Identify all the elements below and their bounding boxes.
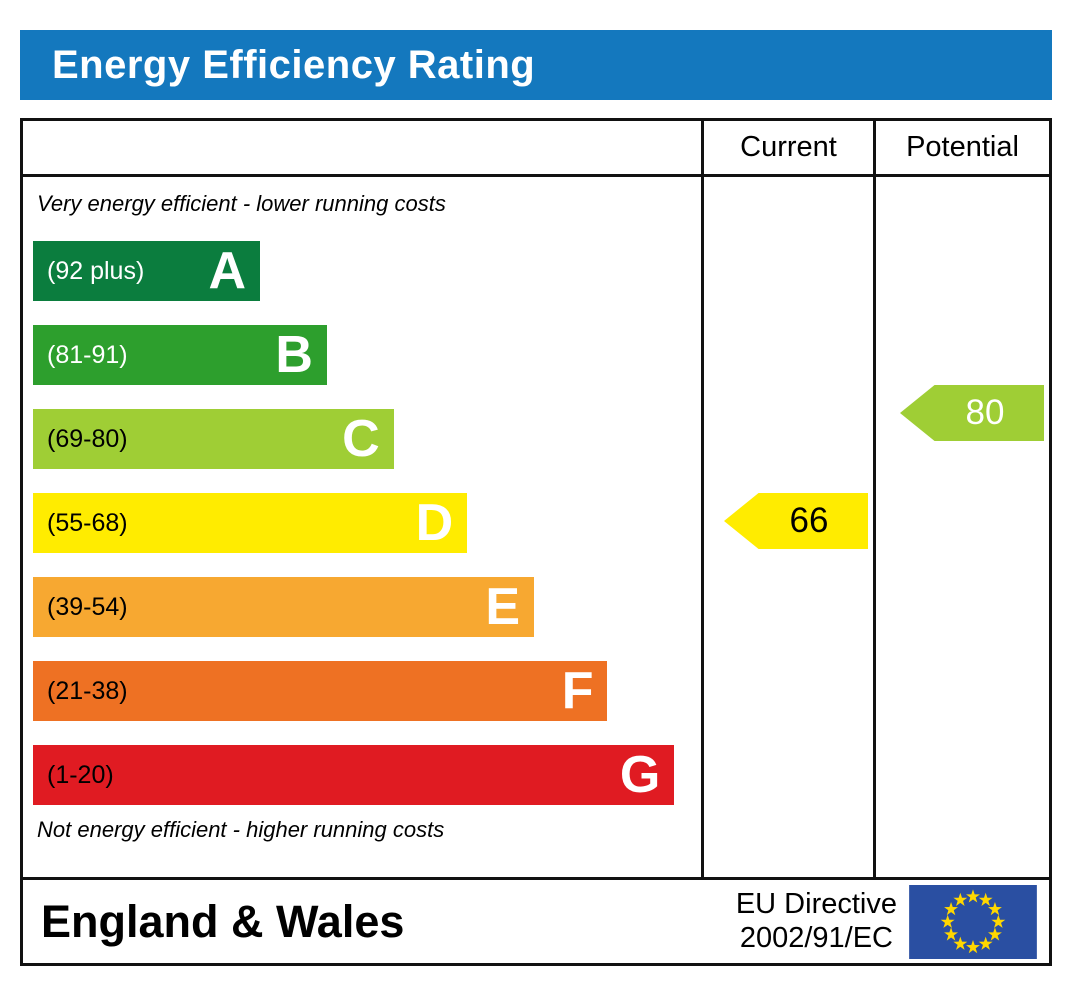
eu-directive-line2: 2002/91/EC — [739, 921, 893, 954]
band-g-letter: G — [619, 746, 661, 804]
band-g: (1-20) G — [33, 745, 675, 805]
current-rating-arrow: 66 — [724, 493, 868, 549]
footer: England & Wales EU Directive 2002/91/EC — [23, 877, 1049, 963]
potential-column: 80 — [873, 177, 1049, 877]
top-note: Very energy efficient - lower running co… — [37, 191, 446, 216]
band-g-range-label: (1-20) — [47, 760, 114, 789]
region-label: England & Wales — [41, 895, 405, 947]
band-c-letter: C — [342, 410, 380, 468]
band-b-range-label: (81-91) — [47, 340, 128, 369]
current-column: 66 — [701, 177, 873, 877]
rating-grid: Current Potential Very energy efficient … — [23, 121, 1049, 877]
potential-column-header: Potential — [873, 121, 1049, 177]
band-a-letter: A — [208, 242, 247, 300]
potential-rating-arrow: 80 — [900, 385, 1044, 441]
eu-flag-icon — [909, 884, 1037, 959]
band-d-letter: D — [415, 494, 454, 552]
band-b-letter: B — [275, 326, 313, 384]
current-column-header: Current — [701, 121, 873, 177]
band-f: (21-38) F — [33, 661, 608, 721]
bands-list: (92 plus) A (81-91) B (69-80) C (55-68) … — [33, 241, 701, 805]
band-d-range-label: (55-68) — [47, 508, 128, 537]
current-rating-value: 66 — [789, 501, 829, 540]
band-e-range-label: (39-54) — [47, 592, 128, 621]
eu-directive-label: EU Directive 2002/91/EC — [736, 888, 897, 955]
band-f-range-label: (21-38) — [47, 676, 128, 705]
rating-table: Current Potential Very energy efficient … — [20, 118, 1052, 966]
band-a-range-label: (92 plus) — [47, 256, 145, 285]
footer-right: EU Directive 2002/91/EC — [736, 884, 1037, 959]
band-b: (81-91) B — [33, 325, 327, 385]
bottom-note: Not energy efficient - higher running co… — [37, 817, 445, 842]
epc-chart-page: Energy Efficiency Rating Current Potenti… — [20, 30, 1052, 966]
header-spacer-cell — [23, 121, 701, 177]
band-c: (69-80) C — [33, 409, 394, 469]
band-e: (39-54) E — [33, 577, 534, 637]
potential-rating-value: 80 — [965, 393, 1005, 432]
band-d: (55-68) D — [33, 493, 468, 553]
bands-area: Very energy efficient - lower running co… — [23, 177, 701, 877]
page-title: Energy Efficiency Rating — [52, 42, 536, 87]
band-f-letter: F — [561, 662, 594, 720]
band-e-letter: E — [485, 578, 520, 636]
eu-directive-line1: EU Directive — [735, 888, 897, 921]
title-bar: Energy Efficiency Rating — [20, 30, 1052, 100]
band-a: (92 plus) A — [33, 241, 261, 301]
band-c-range-label: (69-80) — [47, 424, 128, 453]
